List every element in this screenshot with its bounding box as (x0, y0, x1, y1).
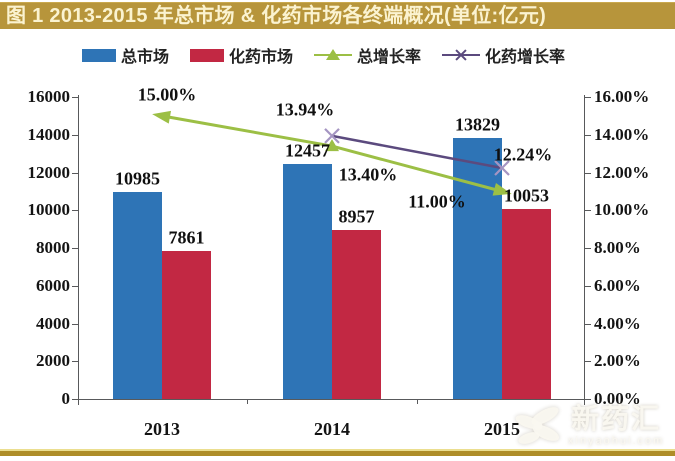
right-axis-tick-label: 0.00% (594, 389, 641, 408)
arrowhead-icon (152, 110, 172, 124)
x-axis-category-label: 2015 (484, 419, 520, 439)
right-axis-tick (585, 323, 591, 325)
right-axis-tick-label: 16.00% (594, 87, 650, 106)
legend-label-0: 总市场 (121, 49, 170, 66)
growth-rate-label: 13.40% (338, 164, 398, 185)
legend-item-3: 化药增长率 (442, 43, 565, 67)
left-axis-tick (72, 285, 78, 287)
left-axis-tick (72, 172, 78, 174)
right-axis-line (584, 95, 585, 405)
title-bar: 图 1 2013-2015 年总市场 & 化药市场各终端概况(单位:亿元) (0, 2, 675, 29)
bar-value-label: 10053 (504, 185, 549, 206)
bottom-gold-rule (0, 449, 675, 456)
legend-swatch-0 (82, 48, 116, 62)
growth-rate-label: 15.00% (137, 84, 197, 105)
right-axis-tick-label: 14.00% (594, 124, 650, 144)
right-axis-tick-label: 4.00% (594, 313, 641, 333)
left-axis-tick-label: 8000 (36, 238, 70, 257)
legend-item-1: 化药市场 (190, 43, 293, 67)
bar-total-2015 (453, 137, 502, 399)
left-axis-tick-label: 14000 (27, 124, 71, 144)
bar-value-label: 13829 (455, 114, 500, 135)
legend-swatch-2 (314, 47, 353, 63)
left-axis-tick-label: 12000 (27, 162, 71, 182)
left-axis-tick (72, 97, 78, 98)
bar-total-2014 (283, 163, 332, 399)
x-axis-category-label: 2014 (314, 419, 350, 439)
right-axis-tick-label: 12.00% (594, 162, 650, 182)
legend-swatch-3 (442, 47, 481, 63)
watermark: 新药汇 xinyaohui.com (512, 397, 674, 455)
legend-item-0: 总市场 (82, 43, 169, 67)
legend-item-2: 总增长率 (314, 43, 421, 67)
watermark-brand: 新药汇 (571, 403, 662, 434)
right-axis-tick-label: 6.00% (594, 275, 641, 295)
bar-value-label: 8957 (338, 206, 375, 227)
right-axis-tick (585, 248, 591, 249)
left-axis-tick-label: 2000 (36, 351, 70, 371)
x-axis-tick (78, 399, 79, 404)
left-axis-tick-label: 16000 (27, 87, 71, 106)
bar-chem-2014 (332, 229, 381, 399)
left-axis-tick-label: 10000 (27, 200, 71, 220)
legend-swatch-1 (190, 48, 225, 62)
chart-legend: 总市场 化药市场 总增长率 化药增长率 (82, 44, 565, 66)
right-axis-tick (585, 134, 591, 136)
left-axis-tick (72, 399, 78, 400)
left-axis-tick (72, 361, 78, 363)
right-axis-tick (585, 399, 591, 400)
right-axis-tick-label: 2.00% (594, 351, 641, 371)
bar-value-label: 10985 (115, 168, 160, 189)
x-axis-tick (417, 399, 418, 404)
x-axis-category-label: 2013 (144, 419, 180, 439)
right-axis-tick (585, 285, 591, 287)
right-axis-tick-label: 8.00% (594, 238, 641, 257)
watermark-domain: xinyaohui.com (568, 435, 665, 447)
right-axis-tick-label: 10.00% (594, 200, 650, 220)
right-axis-tick (585, 97, 591, 98)
left-axis-tick (72, 210, 78, 212)
left-axis-tick-label: 4000 (36, 313, 70, 333)
legend-label-2: 总增长率 (357, 49, 422, 66)
left-axis-tick-label: 0 (61, 389, 71, 408)
bar-chem-2015 (502, 209, 551, 399)
x-axis-tick (247, 399, 248, 404)
growth-rate-label: 13.94% (275, 99, 335, 120)
growth-rate-label: 12.24% (493, 144, 553, 165)
bar-total-2013 (113, 191, 162, 399)
left-axis-tick-label: 6000 (36, 275, 70, 295)
bottom-axis-line (78, 399, 585, 400)
legend-label-3: 化药增长率 (485, 49, 566, 66)
left-axis-line (78, 95, 79, 405)
figure-title: 图 1 2013-2015 年总市场 & 化药市场各终端概况(单位:亿元) (6, 5, 547, 27)
triangle-marker-icon (326, 49, 341, 60)
right-axis-tick (585, 361, 591, 363)
growth-rate-label: 11.00% (408, 191, 466, 212)
bar-chem-2013 (162, 250, 211, 399)
left-axis-tick (72, 248, 78, 249)
bar-value-label: 12457 (285, 140, 330, 161)
right-axis-tick (585, 210, 591, 212)
left-axis-tick (72, 134, 78, 136)
growth-line-0 (161, 114, 503, 193)
right-axis-tick (585, 172, 591, 174)
watermark-text: 新药汇 xinyaohui.com (568, 405, 664, 447)
bar-value-label: 7861 (168, 227, 205, 248)
legend-label-1: 化药市场 (229, 49, 294, 66)
left-axis-tick (72, 323, 78, 325)
xinyaohui-logo-icon (515, 407, 560, 444)
x-axis-tick (584, 399, 585, 404)
